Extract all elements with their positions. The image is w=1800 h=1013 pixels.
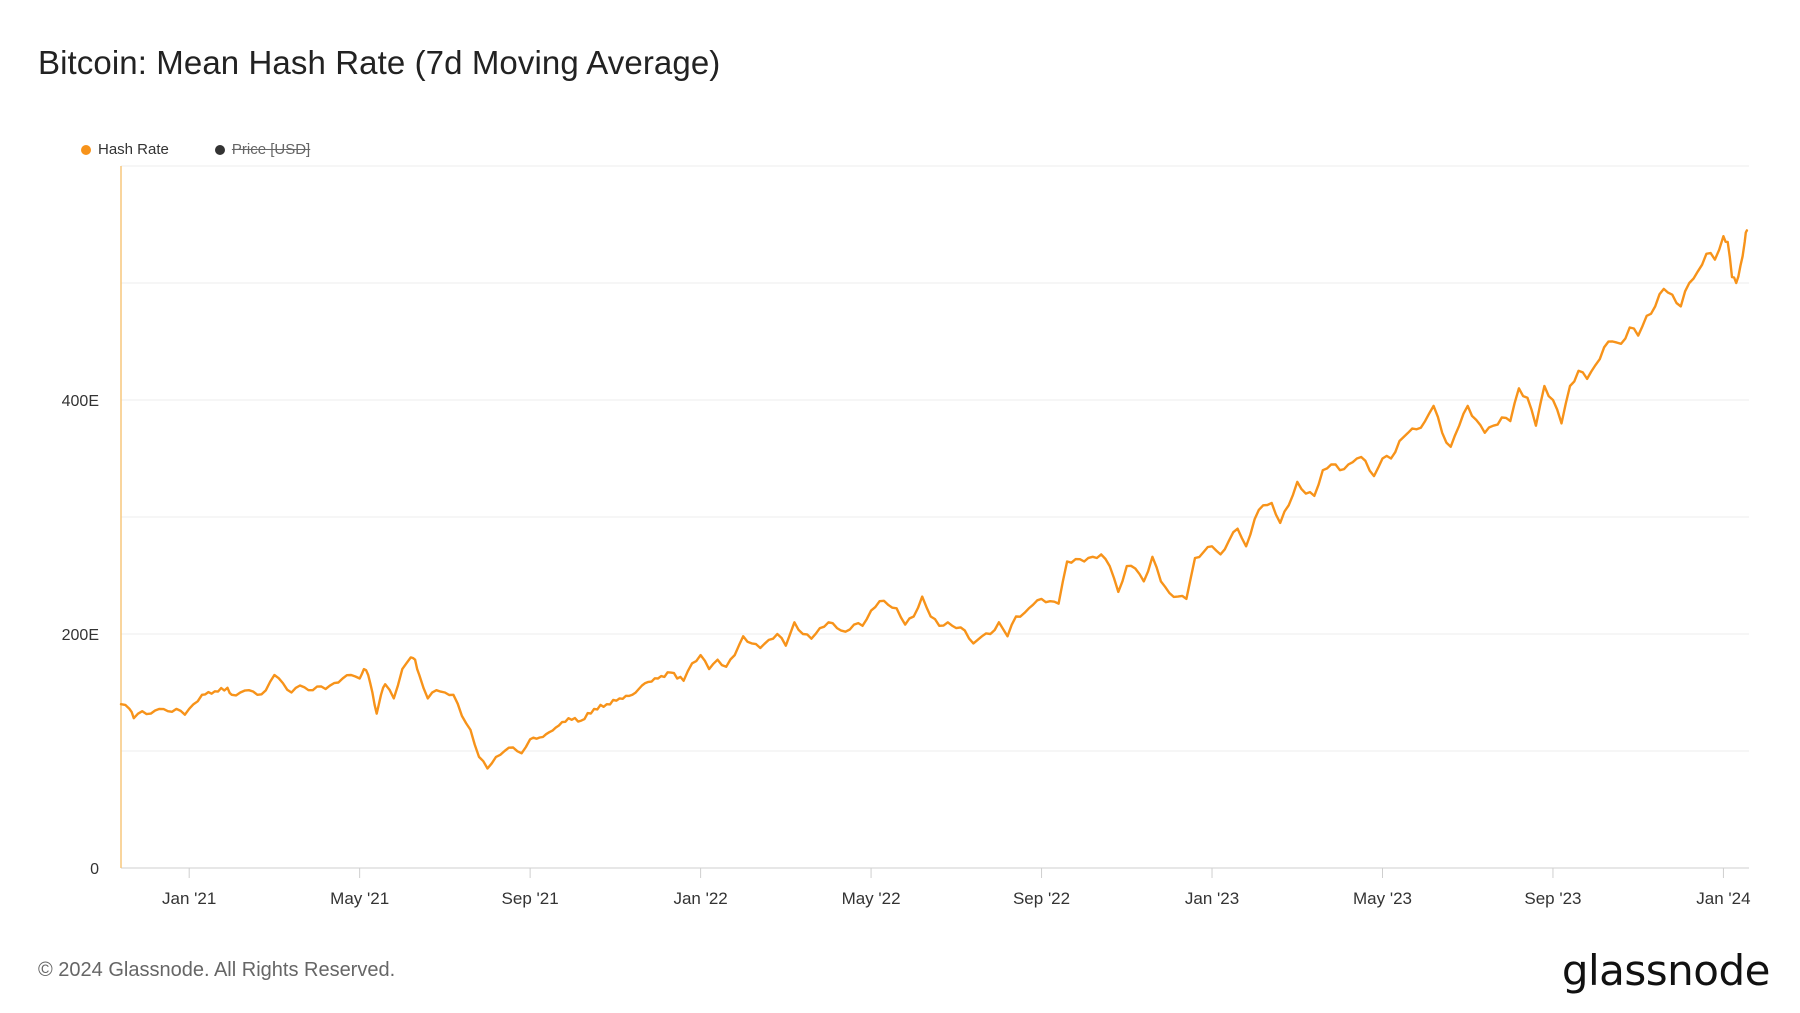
y-tick-label: 400E [62, 393, 99, 410]
x-tick-label: Jan '23 [1185, 889, 1239, 908]
x-tick-label: Jan '22 [673, 889, 727, 908]
hash-rate-series-line [119, 229, 1749, 770]
x-tick-label: Jan '24 [1696, 889, 1750, 908]
x-tick-label: May '21 [330, 889, 389, 908]
label-layer: 0 200E 400E Jan '21 May '21 Sep '21 Jan '22 May… [62, 393, 1751, 908]
price-dot-icon [214, 144, 225, 155]
y-tick-label: 200E [62, 627, 99, 644]
copyright-footer: © 2024 Glassnode. All Rights Reserved. [38, 959, 396, 981]
legend: Hash Rate Price [USD] [81, 141, 310, 158]
legend-item-price[interactable]: Price [USD] [214, 141, 311, 158]
x-tick-label: Sep '22 [1013, 889, 1070, 908]
axis-layer [120, 166, 1749, 878]
x-tick-label: Sep '23 [1524, 889, 1581, 908]
legend-item-hash-rate[interactable]: Hash Rate [81, 141, 169, 158]
legend-label-price: Price [USD] [231, 141, 311, 158]
x-tick-label: May '23 [1353, 889, 1412, 908]
series-layer [119, 229, 1749, 770]
glassnode-logo: glassnode [1561, 946, 1771, 995]
chart-title: Bitcoin: Mean Hash Rate (7d Moving Avera… [38, 44, 721, 81]
y-tick-label: 0 [90, 861, 99, 878]
grid-layer [121, 165, 1749, 752]
hash-rate-dot-icon [81, 144, 91, 155]
x-tick-label: Sep '21 [502, 889, 559, 908]
x-tick-label: Jan '21 [162, 889, 216, 908]
legend-label-hash-rate: Hash Rate [98, 141, 169, 158]
x-tick-label: May '22 [842, 889, 901, 908]
